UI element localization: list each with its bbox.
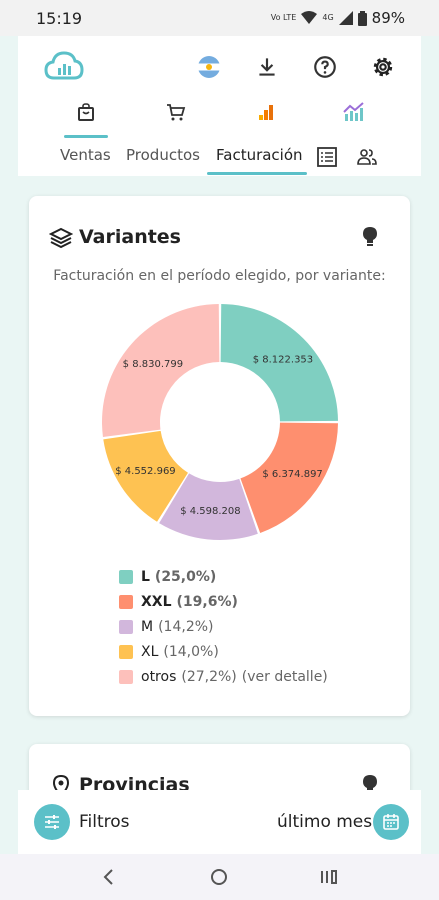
slice-value-label: $ 8.122.353 xyxy=(253,355,313,366)
back-icon[interactable] xyxy=(98,866,120,888)
legend-item-l[interactable]: L (25,0%) xyxy=(119,564,389,589)
card-subtitle: Facturación en el período elegido, por v… xyxy=(53,268,386,284)
legend-item-m[interactable]: M (14,2%) xyxy=(119,614,389,639)
legend-item-otros[interactable]: otros (27,2%) (ver detalle) xyxy=(119,664,389,689)
legend-label: otros xyxy=(141,668,177,685)
legend-percent: (14,0%) xyxy=(163,643,219,660)
status-time: 15:19 xyxy=(36,8,83,28)
tab-sales-bag[interactable] xyxy=(64,98,108,138)
card-title: Variantes xyxy=(79,226,181,248)
slice-value-label: $ 4.552.969 xyxy=(115,466,175,477)
filters-button[interactable] xyxy=(34,804,70,840)
users-icon[interactable] xyxy=(356,146,378,168)
legend-item-xl[interactable]: XL (14,0%) xyxy=(119,639,389,664)
active-tab-indicator xyxy=(207,172,307,175)
battery-icon xyxy=(357,10,367,26)
legend-swatch xyxy=(119,644,133,659)
legend-percent: (25,0%) xyxy=(154,568,217,585)
tab-analytics[interactable] xyxy=(244,98,288,138)
donut-slice-l[interactable] xyxy=(220,304,338,422)
calendar-icon xyxy=(383,814,399,830)
legend-swatch xyxy=(119,669,133,684)
list-icon[interactable] xyxy=(316,146,338,168)
legend-swatch xyxy=(119,619,133,634)
recents-icon[interactable] xyxy=(318,866,340,888)
legend-label: XL xyxy=(141,643,159,660)
gear-icon[interactable] xyxy=(370,54,396,80)
variant-donut-chart: $ 8.122.353 $ 6.374.897 $ 4.598.208 $ 4.552… xyxy=(102,304,338,540)
calendar-button[interactable] xyxy=(373,804,409,840)
legend-percent: (27,2%) xyxy=(181,668,237,685)
status-bar: 15:19 Vo LTE 4G 89% xyxy=(0,0,439,36)
wifi-icon xyxy=(301,11,318,24)
tab-trends[interactable] xyxy=(332,98,376,138)
variantes-card: Variantes Facturación en el período eleg… xyxy=(29,196,410,716)
tab-cart[interactable] xyxy=(154,98,198,138)
network-type: 4G xyxy=(322,13,334,22)
trend-chart-icon xyxy=(343,102,364,121)
slice-value-label: $ 4.598.208 xyxy=(180,506,240,517)
volte-indicator: Vo LTE xyxy=(270,13,297,22)
sliders-icon xyxy=(45,815,59,829)
cart-icon xyxy=(167,104,186,121)
layers-icon xyxy=(49,227,73,249)
slice-value-label: $ 6.374.897 xyxy=(262,469,322,480)
tab-facturacion[interactable]: Facturación xyxy=(216,146,303,164)
tab-ventas[interactable]: Ventas xyxy=(60,146,111,164)
shopping-bag-icon xyxy=(78,103,94,121)
app-header: Ventas Productos Facturación xyxy=(18,36,421,176)
legend-item-xxl[interactable]: XXL (19,6%) xyxy=(119,589,389,614)
argentina-flag-icon[interactable] xyxy=(196,54,222,80)
legend-swatch xyxy=(119,569,133,584)
legend-percent: (14,2%) xyxy=(158,618,214,635)
main-tabs xyxy=(18,98,421,138)
home-icon[interactable] xyxy=(208,866,230,888)
legend-swatch xyxy=(119,594,133,609)
legend-percent: (19,6%) xyxy=(176,593,238,610)
slice-value-label: $ 8.830.799 xyxy=(123,359,183,370)
ver-detalle-link[interactable]: (ver detalle) xyxy=(241,668,328,685)
chart-legend: L (25,0%) XXL (19,6%) M (14,2%) XL (14,0… xyxy=(119,564,389,689)
sub-tabs: Ventas Productos Facturación xyxy=(18,140,421,176)
tab-productos[interactable]: Productos xyxy=(126,146,200,164)
lightbulb-icon[interactable] xyxy=(361,226,379,248)
bar-chart-icon xyxy=(259,105,273,120)
filters-label[interactable]: Filtros xyxy=(79,812,130,832)
period-label[interactable]: último mes xyxy=(277,812,373,832)
legend-label: XXL xyxy=(141,593,172,610)
system-nav-bar xyxy=(0,854,439,900)
bottom-filter-bar: Filtros último mes xyxy=(18,790,421,854)
battery-level: 89% xyxy=(371,9,405,27)
legend-label: M xyxy=(141,618,154,635)
donut-slice-xxl[interactable] xyxy=(240,422,338,533)
donut-slice-otros[interactable] xyxy=(102,304,220,437)
donut-slice-m[interactable] xyxy=(159,473,258,540)
help-icon[interactable] xyxy=(312,54,338,80)
lightbulb-icon[interactable] xyxy=(361,774,379,796)
signal-icon xyxy=(338,11,353,25)
legend-label: L xyxy=(141,568,150,585)
donut-slice-xl[interactable] xyxy=(103,430,188,522)
status-icons: Vo LTE 4G 89% xyxy=(271,9,405,27)
download-icon[interactable] xyxy=(254,54,280,80)
cloud-chart-logo[interactable] xyxy=(44,50,84,82)
